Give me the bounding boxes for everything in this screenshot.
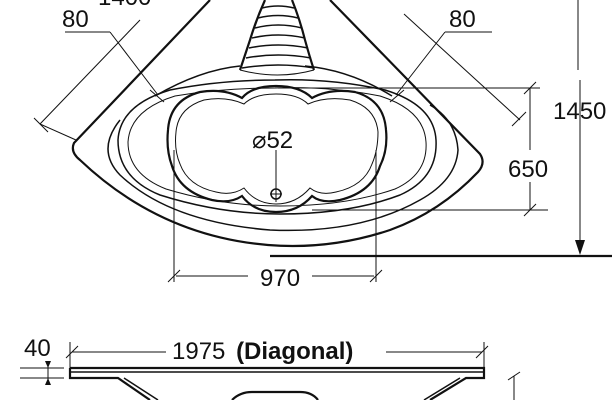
dim-rim-left-label: 80: [62, 6, 89, 33]
basin-outer-oval: [117, 78, 437, 215]
tub-outer-outline: [71, 0, 484, 248]
dim-rim-right-label: 80: [449, 6, 476, 33]
dim-diagonal-suffix: (Diagonal): [236, 338, 353, 365]
tub-elevation-basin: [231, 390, 319, 400]
dim-width-1400: [33, 19, 141, 141]
drain-symbol: [270, 150, 282, 202]
dim-basin-width-970: [167, 150, 383, 283]
elevation-view: 40 1975 (Diagonal): [20, 335, 521, 400]
basin-quatrefoil: [166, 84, 388, 214]
tub-elevation-inner: [123, 377, 461, 400]
dim-basin-depth-650: [278, 81, 548, 217]
dim-depth-1450: [270, 0, 612, 258]
tub-rim-line: [107, 104, 459, 232]
dim-basin-depth-label: 650: [508, 156, 548, 183]
basin-quatrefoil-inner: [175, 93, 379, 205]
dim-rim-thickness-label: 40: [24, 335, 51, 362]
tub-elevation-profile: [68, 366, 486, 400]
plan-view: 1400 80 80 1450: [33, 0, 612, 292]
dim-basin-width-label: 970: [260, 265, 300, 292]
seat-arc-left: [154, 65, 241, 97]
headrest-ribs: [238, 0, 316, 76]
dim-diagonal-label: 1975 (Diagonal): [172, 338, 353, 365]
dim-width-label: 1400: [98, 0, 151, 11]
dim-depth-label: 1450: [553, 98, 606, 125]
dim-rim-left: [65, 31, 165, 103]
drain-diameter-label: ⌀52: [252, 127, 293, 154]
dim-diagonal-value: 1975: [172, 338, 225, 365]
dim-rim-right: [389, 13, 527, 127]
